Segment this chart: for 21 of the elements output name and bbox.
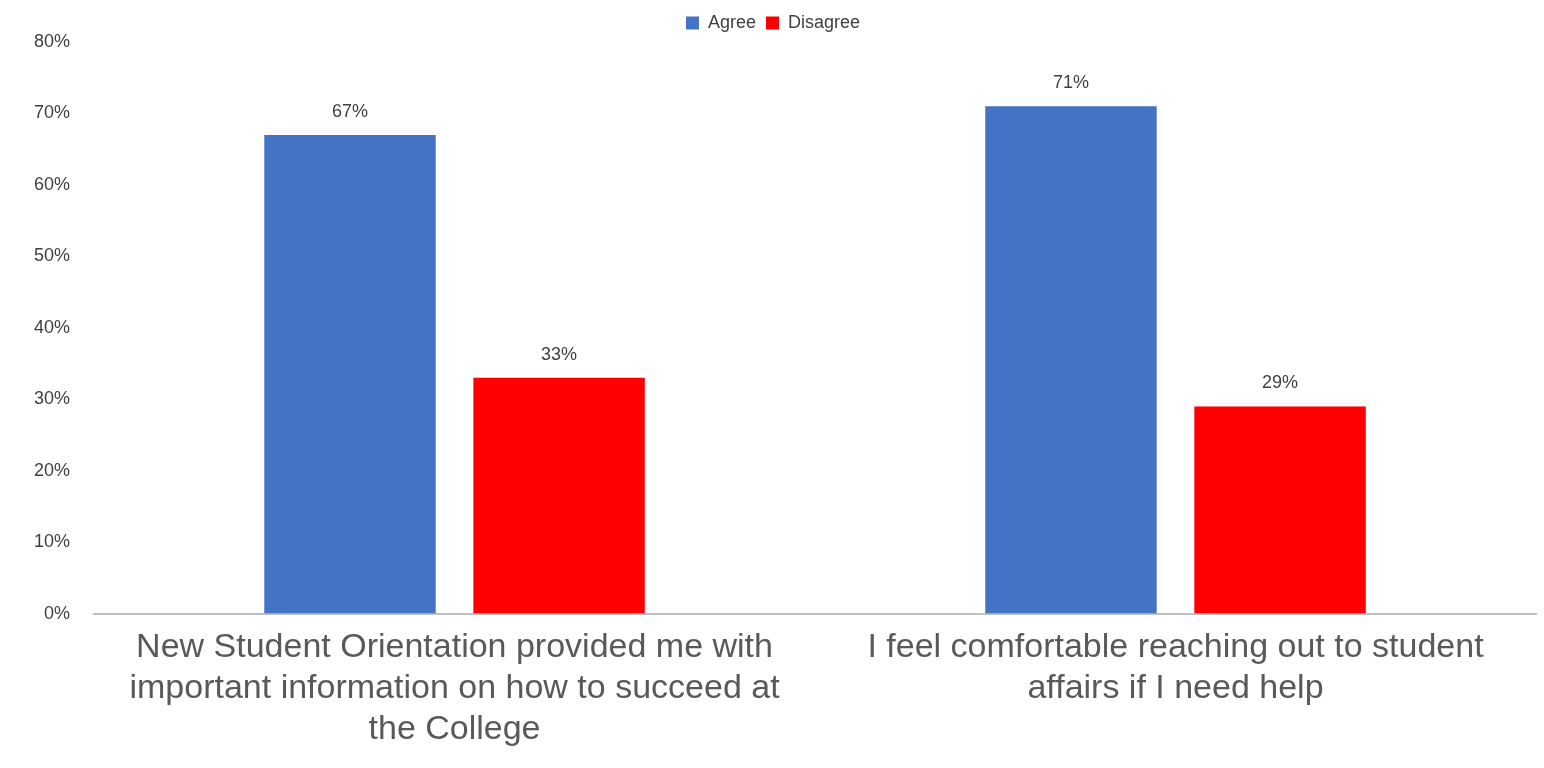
data-label: 67% bbox=[331, 100, 368, 121]
y-tick-label: 70% bbox=[34, 102, 71, 123]
x-tick-label: I feel comfortable reaching out to student affairs if I need help bbox=[867, 626, 1485, 706]
data-label: 33% bbox=[541, 343, 578, 364]
bar bbox=[264, 134, 436, 614]
y-tick-label: 40% bbox=[34, 316, 71, 337]
y-tick-label: 0% bbox=[44, 602, 71, 623]
y-tick-label: 20% bbox=[34, 459, 71, 480]
data-label: 29% bbox=[1262, 372, 1299, 393]
bar bbox=[1194, 406, 1366, 614]
y-tick-label: 80% bbox=[34, 30, 71, 51]
legend-label: Disagree bbox=[788, 11, 861, 32]
y-tick-label: 60% bbox=[34, 173, 71, 194]
legend-label: Agree bbox=[707, 11, 757, 32]
x-tick-label: New Student Orientation provided me with important information on how to succeed at the College bbox=[129, 626, 781, 746]
bar bbox=[473, 377, 645, 614]
y-tick-label: 30% bbox=[34, 388, 71, 409]
y-tick-label: 10% bbox=[34, 531, 71, 552]
data-label: 71% bbox=[1052, 72, 1089, 93]
bar bbox=[985, 106, 1157, 614]
y-tick-label: 50% bbox=[34, 245, 71, 266]
